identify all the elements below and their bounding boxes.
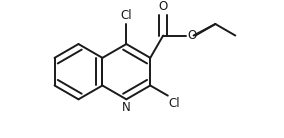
Text: Cl: Cl bbox=[169, 97, 180, 111]
Text: O: O bbox=[158, 0, 168, 13]
Text: O: O bbox=[187, 29, 196, 42]
Text: Cl: Cl bbox=[120, 9, 132, 22]
Text: N: N bbox=[122, 101, 131, 114]
